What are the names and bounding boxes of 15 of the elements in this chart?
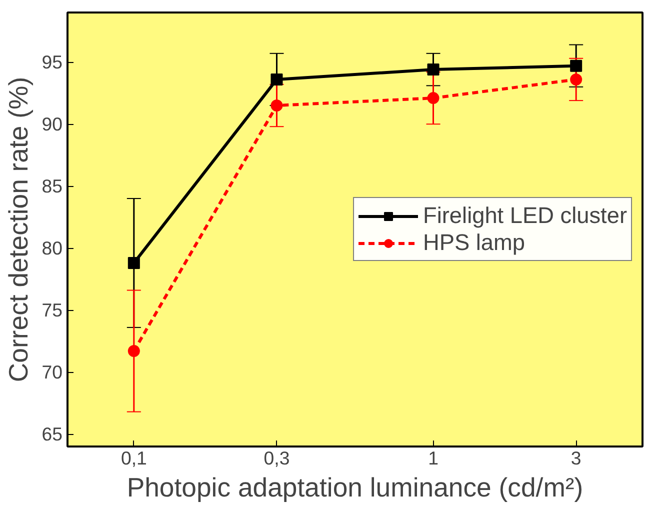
- y-tick-label: 75: [42, 300, 63, 321]
- x-tick-label: 1: [428, 448, 438, 468]
- y-tick-label: 85: [42, 176, 63, 197]
- legend-label: HPS lamp: [423, 229, 526, 256]
- x-tick-label: 0,1: [120, 448, 147, 468]
- y-tick-label: 80: [42, 238, 63, 259]
- y-tick-label: 65: [42, 424, 63, 445]
- y-tick-label: 95: [42, 52, 63, 73]
- legend-label: Firelight LED cluster: [423, 202, 627, 229]
- x-axis-title: Photopic adaptation luminance (cd/m²): [126, 472, 584, 502]
- y-tick-label: 70: [42, 362, 63, 383]
- y-axis-title: Correct detection rate (%): [4, 76, 34, 382]
- x-tick-label: 3: [570, 448, 582, 468]
- y-tick-label: 90: [42, 114, 63, 135]
- x-tick-label: 0,3: [264, 448, 290, 468]
